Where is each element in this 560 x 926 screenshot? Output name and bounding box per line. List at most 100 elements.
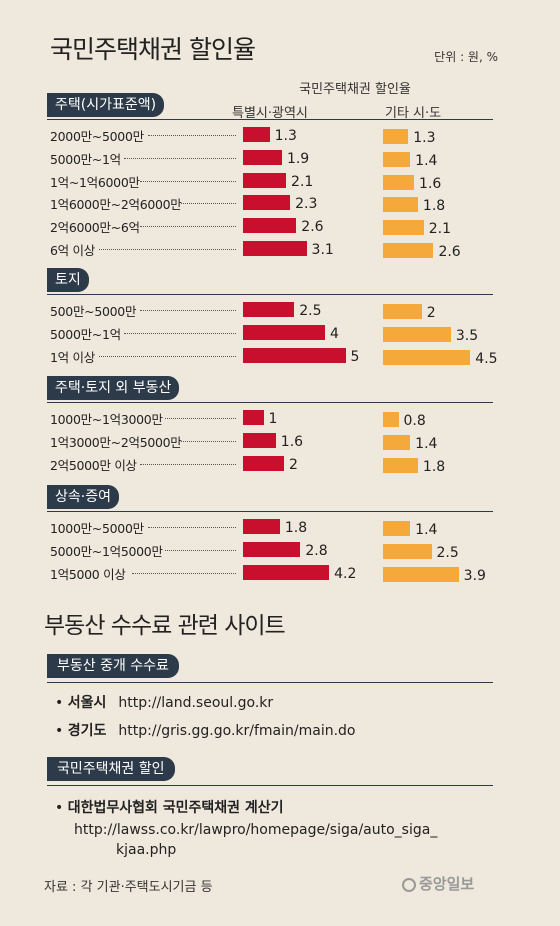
value-label-other: 1.4 [415,522,438,538]
value-label-special: 1 [268,411,278,427]
leader-dots [164,418,236,419]
row-label: 500만~5000만 [50,304,137,319]
leader-dots [181,440,236,442]
bar-special [243,218,297,234]
brand-mark-icon [402,878,416,892]
column-header-special: 특별시·광역시 [232,106,308,121]
row-label: 1억6000만~2억6000만 [50,197,182,213]
site-url[interactable]: http://land.seoul.go.kr [118,695,274,711]
bar-other [383,197,418,213]
leader-dots [140,463,236,465]
value-label-special: 2.8 [305,542,328,559]
row-label: 5000만~1억 [50,151,121,167]
value-label-other: 3.9 [463,567,486,584]
leader-dots [140,180,236,182]
brand-name: 중앙일보 [419,875,475,893]
chart-title: 국민주택채권 할인율 [50,35,256,64]
site-url[interactable]: http://gris.gg.go.kr/fmain/main.do [118,723,356,739]
site-url-line2[interactable]: kjaa.php [116,842,177,858]
leader-dots [99,355,236,357]
value-label-other: 1.8 [422,458,446,475]
site-item-lawyers-association: • 대한법무사협회 국민주택채권 계산기 [55,800,284,816]
leader-dots [140,310,236,311]
bar-other [383,174,415,190]
bar-other [383,151,411,167]
row-label: 1000만~5000만 [50,521,144,536]
leader-dots [140,226,236,228]
value-label-other: 1.4 [415,152,438,169]
value-label-other: 1.8 [422,198,446,215]
leader-dots [164,549,236,551]
value-label-special: 2.5 [299,303,322,319]
value-label-special: 1.3 [274,128,297,144]
bar-special [243,241,307,256]
row-label: 6억 이상 [50,243,95,258]
column-group-header: 국민주택채권 할인율 [299,82,411,97]
section-heading: 상속·증여 [47,485,119,509]
value-label-other: 2.5 [436,544,459,561]
sites-title: 부동산 수수료 관련 사이트 [44,613,286,639]
unit-label: 단위 : 원, % [434,50,498,64]
bar-special [243,519,280,534]
site-group-divider [47,785,493,786]
bar-special [243,324,325,340]
value-label-other: 3.5 [455,327,479,344]
section-divider [47,294,493,295]
site-url-line1[interactable]: http://lawss.co.kr/lawpro/homepage/siga/… [74,822,438,838]
value-label-special: 2 [289,456,298,473]
row-label: 2억5000만 이상 [50,457,137,473]
value-label-other: 1.3 [413,130,436,146]
bar-other [383,521,411,536]
site-item-gyeonggi: • 경기도 http://gris.gg.go.kr/fmain/main.do [55,723,356,739]
value-label-special: 1.9 [286,150,310,167]
bar-special [243,172,287,188]
site-item-seoul: • 서울시 http://land.seoul.go.kr [55,695,274,711]
section-divider [47,511,493,512]
value-label-other: 4.5 [475,350,498,367]
site-group-heading-bond: 국민주택채권 할인 [47,757,175,781]
row-label: 1억~1억6000만 [50,174,140,190]
section-heading: 주택(시가표준액) [47,93,165,117]
value-label-other: 0.8 [403,413,426,429]
site-item-name: 서울시 [67,695,107,711]
value-label-other: 1.6 [419,175,442,192]
row-label: 2억6000만~6억 [50,220,140,236]
site-item-name: 경기도 [67,723,107,739]
bar-special [243,432,276,448]
section-heading: 토지 [47,268,89,292]
row-label: 1억5000 이상 [50,566,126,582]
bar-other [383,412,399,427]
bar-other [383,304,422,319]
value-label-special: 3.1 [311,242,334,258]
value-label-other: 2.1 [428,221,451,238]
bar-other [383,457,418,473]
bar-special [243,410,264,425]
value-label-special: 2.3 [295,196,318,213]
leader-dots [99,249,236,250]
site-group-divider [47,682,493,683]
bar-special [243,347,346,363]
bar-special [243,541,301,557]
bar-other [383,243,434,258]
value-label-special: 1.6 [280,433,304,450]
row-label: 1억3000만~2억5000만 [50,434,182,450]
value-label-special: 4 [330,325,339,342]
value-label-special: 5 [350,348,360,365]
site-group-heading-brokerage: 부동산 중개 수수료 [47,654,179,678]
bar-special [243,302,295,317]
leader-dots [181,203,236,205]
row-label: 1000만~1억3000만 [50,412,163,427]
bar-other [383,349,471,365]
bar-special [243,564,330,580]
section-divider [47,119,493,120]
leader-dots [123,157,236,159]
row-label: 2000만~5000만 [50,129,144,144]
bar-special [243,195,291,211]
column-header-other: 기타 시·도 [385,106,442,121]
bar-other [383,434,411,450]
bar-special [243,127,270,142]
value-label-special: 2.6 [301,219,324,236]
value-label-other: 1.4 [415,435,438,452]
site-item-name: 대한법무사협회 국민주택채권 계산기 [67,800,284,816]
value-label-other: 2 [426,305,436,321]
